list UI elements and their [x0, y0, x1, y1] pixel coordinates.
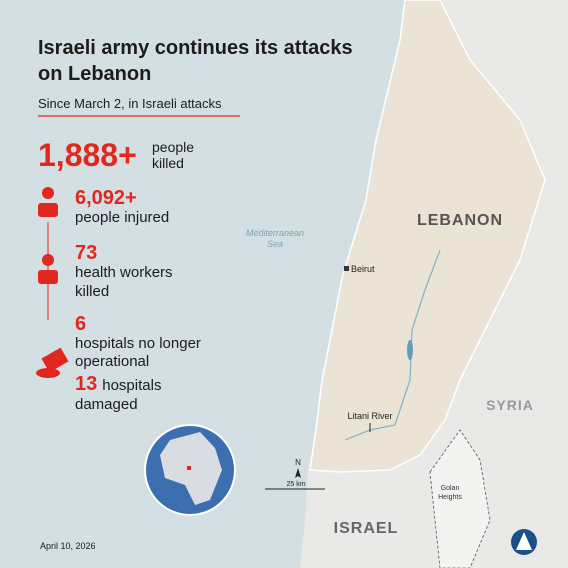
stat-text: hospitals — [102, 377, 161, 394]
golan — [429, 429, 491, 568]
north-arrow: N — [295, 458, 301, 467]
stat-number: 6 — [75, 313, 86, 335]
place-label: Litani River — [347, 411, 392, 421]
icon-hospital — [36, 347, 69, 378]
title: Israeli army continues its attacks — [38, 37, 353, 59]
stat-text: killed — [152, 155, 184, 171]
stat-text: operational — [75, 353, 149, 370]
region-label: Golan — [441, 485, 460, 492]
stat-text: people injured — [75, 209, 169, 226]
region-label: Heights — [438, 494, 462, 501]
stat-text: hospitals no longer — [75, 335, 201, 352]
scale-label: 25 km — [286, 481, 305, 488]
sea-label: Sea — [267, 239, 283, 249]
country-label: ISRAEL — [334, 520, 399, 537]
country-label: LEBANON — [417, 212, 503, 229]
north-arrow-icon — [295, 468, 301, 478]
stat-line: 13 hospitals — [75, 373, 161, 395]
lake — [407, 340, 413, 360]
place-label: Beirut — [351, 264, 375, 274]
stat-number: 6,092+ — [75, 187, 137, 209]
city-marker — [344, 266, 349, 271]
stat-number: 13 — [75, 373, 97, 395]
globe — [144, 424, 236, 516]
title: on Lebanon — [38, 63, 151, 85]
logo — [511, 529, 537, 555]
icon-injured — [38, 187, 58, 217]
icon-health-worker — [38, 254, 58, 284]
sea-label: Mediterranean — [246, 228, 304, 238]
lebanon — [309, 0, 546, 473]
stat-text: people — [152, 139, 194, 155]
country-label: SYRIA — [486, 397, 534, 413]
stat-text: damaged — [75, 396, 138, 413]
stat-number: 73 — [75, 242, 97, 264]
stat-number: 1,888+ — [38, 137, 137, 173]
stat-text: killed — [75, 283, 109, 300]
stat-text: health workers — [75, 264, 173, 281]
date: April 10, 2026 — [40, 541, 96, 551]
subtitle: Since March 2, in Israeli attacks — [38, 96, 222, 111]
